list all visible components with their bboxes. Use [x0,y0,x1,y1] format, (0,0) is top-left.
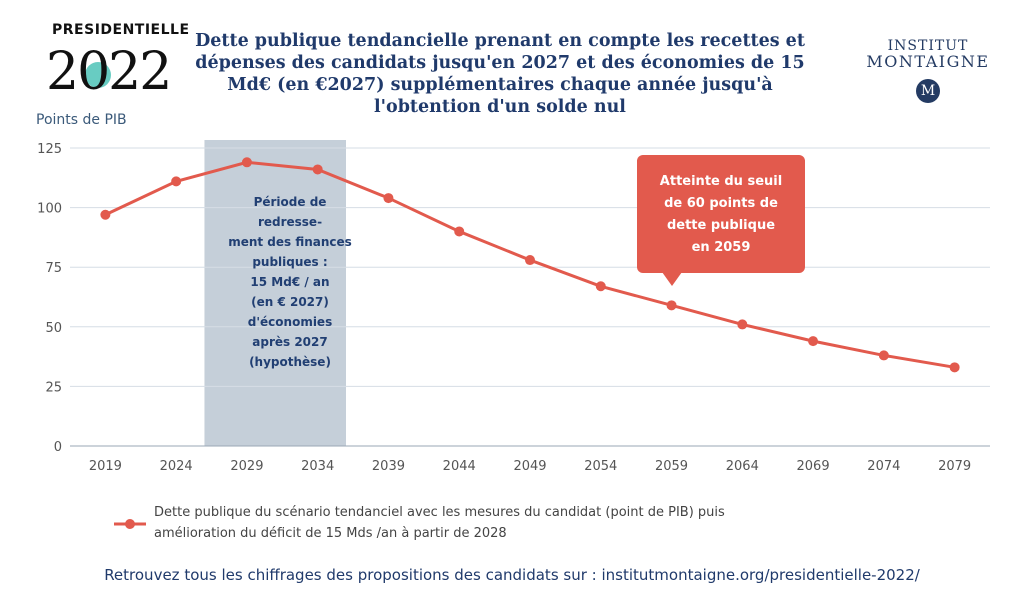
y-tick-label: 75 [45,261,62,276]
y-tick-label: 100 [37,202,62,217]
x-tick-label: 2029 [230,459,263,474]
legend-text: Dette publique du scénario tendanciel av… [154,502,834,544]
x-tick-label: 2054 [584,459,617,474]
data-points-layer [100,157,960,373]
chart-title: Dette publique tendancielle prenant en c… [190,30,810,118]
x-tick-label: 2064 [726,459,759,474]
data-point [454,226,465,237]
callout-line-1: Atteinte du seuil [659,174,783,189]
period-line-6: (en € 2027) [251,295,329,309]
x-tick-layer: 2019 2024 2029 2034 2039 2044 2049 2054 2059 2064… [89,459,971,474]
title-line-3: Md€ (en €2027) supplémentaires chaque an… [227,75,773,95]
data-point [100,209,111,220]
legend-text-line-1: Dette publique du scénario tendanciel av… [154,505,725,520]
logo-left-dot [85,62,111,88]
x-tick-label: 2039 [372,459,405,474]
y-tick-label: 125 [37,142,62,157]
x-tick-label: 2049 [513,459,546,474]
x-tick-label: 2059 [655,459,688,474]
data-point [737,319,748,330]
callout-line-4: en 2059 [691,240,751,255]
title-line-2: dépenses des candidats jusqu'en 2027 et … [195,53,805,73]
period-line-3: ment des finances [228,235,352,249]
title-line-1: Dette publique tendancielle prenant en c… [195,31,805,51]
title-line-4: l'obtention d'un solde nul [374,97,626,117]
data-point [525,255,535,266]
callout-line-2: de 60 points de [664,196,778,211]
x-tick-label: 2074 [867,459,900,474]
x-tick-label: 2024 [160,459,193,474]
data-point [171,176,182,187]
period-line-9: (hypothèse) [249,355,331,369]
x-tick-label: 2019 [89,459,122,474]
callout-line-3: dette publique [666,218,776,233]
legend-text-line-2: amélioration du déficit de 15 Mds /an à … [154,526,507,541]
legend-marker [114,519,146,529]
x-tick-label: 2044 [443,459,476,474]
y-tick-label: 25 [45,380,62,395]
y-axis-label: Points de PIB [36,112,127,128]
presidentielle-2022-logo: PRESIDENTIELLE 2022 [34,22,189,112]
logo-left-year: 2022 [46,42,172,102]
y-tick-label: 0 [54,440,62,455]
data-point [595,281,606,292]
data-point [312,164,323,175]
grid-layer: 0 25 50 75 100 125 [37,142,990,455]
logo-left-text: PRESIDENTIELLE [52,22,190,38]
x-tick-label: 2069 [797,459,830,474]
data-point [808,336,819,347]
footer-link-text: Retrouvez tous les chiffrages des propos… [104,566,920,584]
data-point [383,193,394,204]
logo-right-line1: INSTITUT [887,38,969,54]
data-point [241,157,252,168]
period-line-1: Période de [253,195,327,209]
x-tick-label: 2034 [301,459,334,474]
logo-right-line2: MONTAIGNE [866,52,990,71]
y-tick-label: 50 [45,321,62,336]
institut-montaigne-logo: INSTITUT MONTAIGNE M [858,38,998,103]
period-line-8: après 2027 [252,335,328,349]
shaded-period [204,140,346,446]
period-line-7: d'économies [247,315,333,329]
logo-right-seal: M [916,79,940,103]
data-point [666,300,677,311]
period-line-5: 15 Md€ / an [250,275,330,289]
shaded-period-text: Période de redresse- ment des finances p… [222,192,358,372]
data-point [878,350,889,361]
period-line-4: publiques : [252,255,328,269]
data-point [949,362,960,373]
period-line-2: redresse- [257,215,323,229]
threshold-callout: Atteinte du seuil de 60 points de dette … [637,155,805,273]
x-tick-label: 2079 [938,459,971,474]
callout-arrow [662,272,682,286]
